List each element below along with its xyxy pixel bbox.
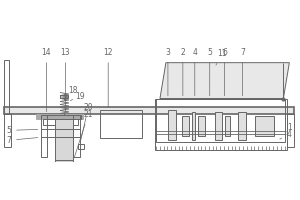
Text: 3: 3 xyxy=(166,48,170,96)
Bar xyxy=(254,116,274,136)
Bar xyxy=(74,115,80,157)
Bar xyxy=(182,116,189,136)
Bar xyxy=(215,112,222,140)
Bar xyxy=(56,119,74,162)
Bar xyxy=(238,112,246,140)
Text: 21: 21 xyxy=(74,110,93,158)
Text: 12: 12 xyxy=(103,48,113,108)
Text: 13: 13 xyxy=(61,48,70,112)
Bar xyxy=(192,112,195,140)
Bar xyxy=(100,110,142,138)
Bar xyxy=(60,95,68,98)
Bar xyxy=(225,116,230,136)
Text: 7: 7 xyxy=(240,48,245,96)
Bar xyxy=(43,119,78,125)
Polygon shape xyxy=(160,63,290,99)
Bar xyxy=(40,115,47,157)
Text: 7: 7 xyxy=(6,136,38,145)
Bar xyxy=(35,114,83,119)
Bar xyxy=(47,115,81,119)
Text: 20: 20 xyxy=(81,103,93,140)
Text: 11: 11 xyxy=(216,49,226,65)
Text: 1: 1 xyxy=(285,123,292,137)
Text: 4: 4 xyxy=(280,130,292,139)
Bar xyxy=(4,114,11,147)
Bar xyxy=(155,99,287,150)
Bar xyxy=(168,110,176,140)
Bar xyxy=(56,160,74,165)
Text: 5: 5 xyxy=(6,126,38,135)
Text: 18: 18 xyxy=(64,86,78,95)
Text: 5: 5 xyxy=(207,48,212,96)
Bar xyxy=(156,99,285,142)
Text: 19: 19 xyxy=(70,92,85,101)
Bar xyxy=(198,116,205,136)
Text: 14: 14 xyxy=(42,48,51,112)
Bar xyxy=(78,144,84,149)
Text: 6: 6 xyxy=(222,48,227,96)
Text: 4: 4 xyxy=(192,48,197,96)
Bar xyxy=(287,114,294,147)
Text: 2: 2 xyxy=(181,48,185,96)
Bar xyxy=(4,60,9,114)
Bar xyxy=(4,107,294,114)
